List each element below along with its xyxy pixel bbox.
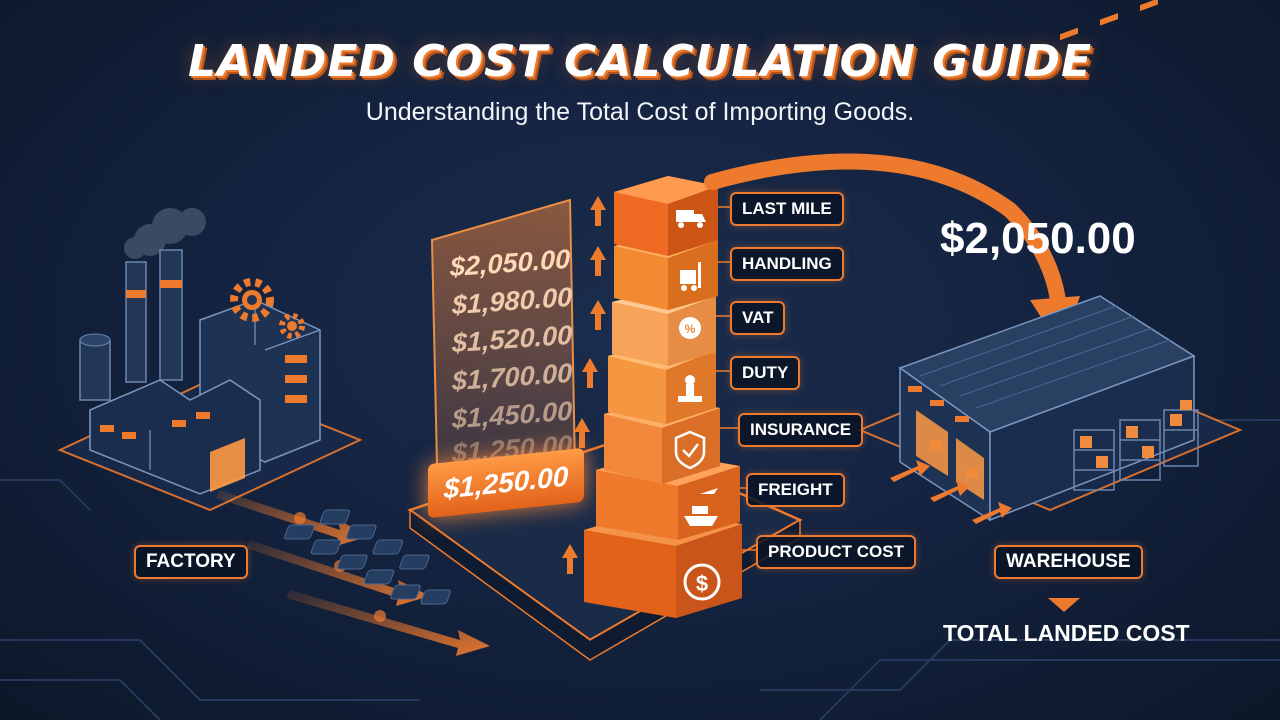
cost-label-vat: VAT	[730, 301, 786, 335]
shipment-arrows	[216, 490, 490, 656]
gear-icon	[230, 278, 305, 339]
total-arrow	[704, 153, 1066, 308]
cost-label-insurance: INSURANCE	[738, 413, 864, 447]
svg-text:$: $	[696, 571, 708, 596]
page-subtitle: Understanding the Total Cost of Importin…	[365, 98, 915, 126]
cost-label-freight: FREIGHT	[746, 473, 845, 507]
total-landed-cost-label: TOTAL LANDED COST	[943, 620, 1190, 646]
factory-illustration	[57, 208, 363, 512]
warehouse-label: WAREHOUSE	[994, 545, 1143, 579]
page-title: LANDED COST CALCULATION GUIDE	[187, 36, 1093, 87]
up-arrows	[562, 196, 606, 574]
svg-text:%: %	[685, 322, 696, 336]
warehouse-illustration	[857, 0, 1243, 524]
label-connectors	[716, 206, 756, 551]
cost-label-product-cost: PRODUCT COST	[756, 535, 916, 569]
cost-label-last-mile: LAST MILE	[730, 192, 844, 226]
cost-stack: $ %	[584, 176, 742, 618]
total-landed-cost-value: $2,050.00	[940, 214, 1136, 263]
cost-label-handling: HANDLING	[730, 247, 844, 281]
down-arrow-icon	[1048, 598, 1080, 612]
factory-label: FACTORY	[134, 545, 248, 579]
cost-label-duty: DUTY	[730, 356, 801, 390]
